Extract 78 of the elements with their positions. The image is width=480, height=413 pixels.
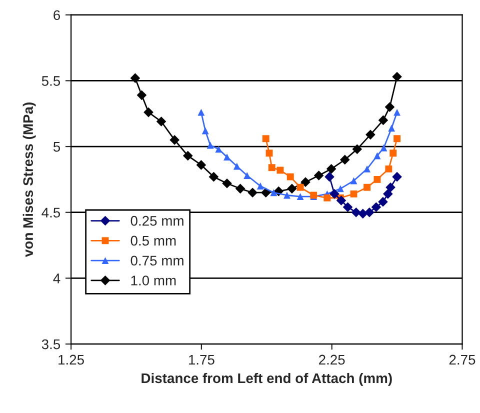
point: [224, 154, 230, 161]
point: [248, 188, 258, 198]
point: [287, 184, 297, 194]
point: [394, 108, 401, 116]
point: [336, 185, 344, 192]
point: [374, 152, 381, 160]
point: [266, 150, 273, 157]
point: [350, 190, 358, 198]
legend-label: 0.25 mm: [130, 216, 184, 226]
x-tick-label: 1.75: [188, 354, 214, 365]
point: [182, 150, 193, 161]
point: [235, 184, 246, 194]
point: [144, 107, 154, 118]
point: [208, 172, 219, 182]
legend-label: 0.75 mm: [130, 256, 184, 266]
point: [340, 154, 350, 165]
legend-label: 1.0 mm: [131, 276, 176, 286]
point: [170, 135, 180, 145]
point: [330, 189, 340, 199]
point: [233, 162, 240, 170]
y-tick-label: 3.5: [42, 339, 60, 350]
point: [378, 115, 388, 126]
x-tick-label: 2.25: [319, 354, 345, 365]
point: [262, 135, 270, 142]
point: [222, 178, 232, 188]
point: [364, 165, 371, 172]
point: [296, 193, 304, 200]
point: [276, 166, 284, 174]
point: [286, 173, 294, 180]
point: [385, 165, 392, 172]
point: [198, 108, 205, 116]
point: [386, 182, 396, 192]
point: [300, 177, 310, 187]
point: [206, 142, 214, 149]
point: [384, 102, 395, 112]
point: [336, 196, 346, 206]
x-tick-label: 1.25: [58, 354, 84, 365]
point: [388, 124, 396, 132]
y-tick-label: 6: [54, 10, 60, 20]
point: [196, 160, 206, 170]
point: [392, 172, 402, 182]
y-tick-label: 4.5: [42, 208, 60, 218]
point: [383, 189, 393, 199]
point: [364, 184, 371, 191]
point: [324, 194, 331, 202]
point: [351, 207, 362, 218]
point: [371, 202, 382, 212]
point: [390, 150, 397, 157]
point: [394, 135, 401, 142]
point: [380, 144, 388, 152]
point: [136, 90, 147, 100]
point: [202, 127, 209, 134]
y-tick-label: 5: [53, 142, 60, 152]
point: [326, 164, 336, 174]
point: [324, 172, 334, 182]
point: [130, 73, 140, 83]
y-axis-title: von Mises Stress (MPa): [22, 102, 36, 257]
point: [392, 72, 402, 82]
point: [364, 207, 374, 218]
point: [256, 182, 264, 190]
point: [374, 176, 381, 183]
x-tick-label: 2.75: [449, 354, 476, 365]
point: [296, 184, 304, 191]
legend-label: 0.5 mm: [130, 236, 176, 246]
point: [268, 164, 276, 172]
point: [342, 202, 353, 212]
point: [215, 146, 222, 153]
point: [366, 130, 376, 140]
y-tick-label: 5.5: [42, 76, 60, 86]
point: [284, 192, 290, 199]
y-tick-label: 4: [53, 274, 60, 284]
x-axis-title: Distance from Left end of Attach (mm): [142, 372, 392, 386]
point: [314, 170, 324, 180]
point: [156, 116, 166, 126]
point: [270, 189, 278, 196]
point: [378, 196, 388, 207]
point: [352, 144, 362, 154]
point: [244, 172, 251, 179]
